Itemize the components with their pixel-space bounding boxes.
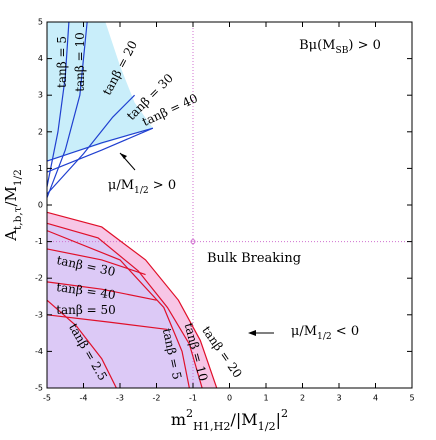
x-tick-label: 1 xyxy=(263,394,268,403)
y-tick-label: -3 xyxy=(35,310,43,319)
x-tick-label: -1 xyxy=(189,394,197,403)
text-part: SB xyxy=(335,46,348,56)
y-tick-label: 2 xyxy=(38,127,43,136)
text-part: A xyxy=(2,230,20,242)
y-tick-label: 5 xyxy=(38,18,43,27)
region xyxy=(47,223,203,388)
text-part: 1/2 xyxy=(12,169,24,186)
curve xyxy=(46,127,154,162)
text-part: m xyxy=(171,410,186,429)
y-tick-label: 3 xyxy=(38,91,43,100)
curves xyxy=(46,21,412,389)
curve xyxy=(46,230,190,389)
text-part: 1/2 xyxy=(258,420,276,433)
text-part: /M xyxy=(2,186,20,206)
curve xyxy=(46,299,117,389)
curve xyxy=(46,211,218,389)
y-tick-label: 4 xyxy=(38,54,43,63)
curve xyxy=(46,281,157,301)
curve xyxy=(46,21,88,198)
curve xyxy=(46,222,203,389)
text-part: tanβ = 10 xyxy=(73,32,87,92)
arrow-head xyxy=(248,330,256,336)
y-tick-label: 0 xyxy=(38,201,43,210)
reference-point xyxy=(190,239,196,245)
x-tick-label: -2 xyxy=(153,394,161,403)
text-part: 1/2 xyxy=(317,332,332,342)
x-tick-label: -4 xyxy=(80,394,88,403)
text-part: tanβ = 50 xyxy=(56,303,116,317)
text-part: μ/M xyxy=(108,178,134,193)
annotation: μ/M1/2 < 0 xyxy=(291,324,359,342)
text-part: H1,H2 xyxy=(193,420,230,433)
y-tick-label: 1 xyxy=(38,164,43,173)
text-part: | xyxy=(276,410,281,429)
curve xyxy=(46,314,168,331)
text-part: μ/M xyxy=(291,324,317,339)
regions xyxy=(47,22,217,388)
text-part: Bulk Breaking xyxy=(207,251,301,266)
y-axis-label: At,b,τ/M1/2 xyxy=(2,169,24,242)
text-part: > 0 xyxy=(149,178,176,193)
annotation: tanβ = 10 xyxy=(73,32,87,92)
annotation: tanβ = 5 xyxy=(55,36,69,88)
curve xyxy=(46,127,154,173)
text-part: /|M xyxy=(230,410,257,429)
x-tick-label: 3 xyxy=(336,394,341,403)
y-tick-label: -5 xyxy=(35,384,43,393)
annotation: tanβ = 50 xyxy=(56,303,116,317)
text-part: < 0 xyxy=(332,324,359,339)
text-part: 2 xyxy=(281,407,288,420)
y-tick-label: -1 xyxy=(35,237,43,246)
region xyxy=(47,22,153,162)
text-part: Bμ(M xyxy=(299,38,335,53)
y-tick-label: -2 xyxy=(35,274,43,283)
text-part: 1/2 xyxy=(134,186,149,196)
annotation: Bμ(MSB) > 0 xyxy=(299,38,381,56)
text-part: t,b,τ xyxy=(12,206,24,230)
text-part: tanβ = 5 xyxy=(55,36,69,88)
x-tick-label: 5 xyxy=(409,394,414,403)
x-tick-label: 4 xyxy=(373,394,378,403)
text-part: 2 xyxy=(186,407,193,420)
x-tick-label: -5 xyxy=(43,394,51,403)
annotation: Bulk Breaking xyxy=(207,251,301,266)
text-part: ) > 0 xyxy=(348,38,381,53)
x-axis-label: m2H1,H2/|M1/2|2 xyxy=(171,407,288,433)
arrow-head xyxy=(120,153,127,159)
y-tick-label: -4 xyxy=(35,347,43,356)
x-tick-label: -3 xyxy=(116,394,124,403)
curve xyxy=(46,248,146,276)
curve xyxy=(46,94,136,195)
x-tick-label: 0 xyxy=(227,394,232,403)
annotation: μ/M1/2 > 0 xyxy=(108,178,176,196)
x-tick-label: 2 xyxy=(300,394,305,403)
